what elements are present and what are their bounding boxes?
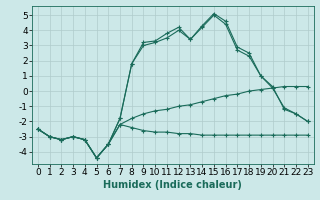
- X-axis label: Humidex (Indice chaleur): Humidex (Indice chaleur): [103, 180, 242, 190]
